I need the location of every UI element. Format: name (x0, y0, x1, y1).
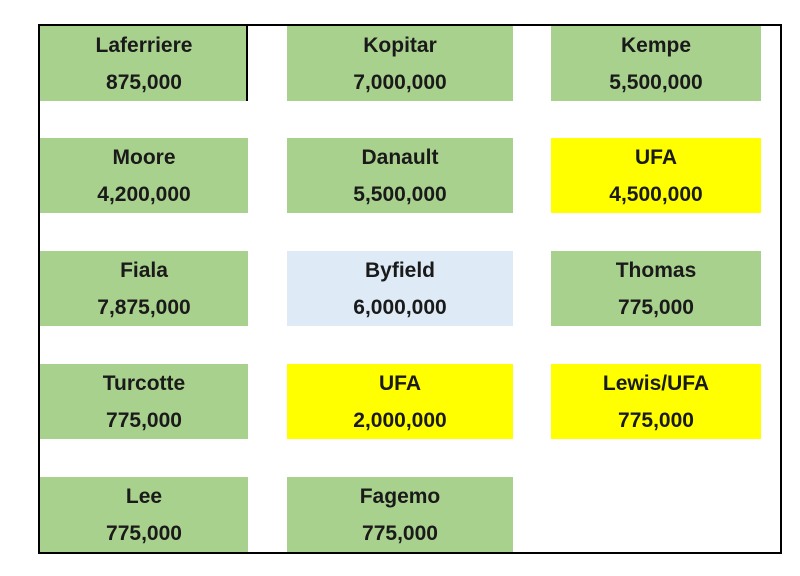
player-card: Moore 4,200,000 (40, 138, 248, 213)
player-card: Lewis/UFA 775,000 (551, 364, 761, 439)
player-card: Kopitar 7,000,000 (287, 26, 513, 101)
player-salary: 5,500,000 (353, 182, 447, 206)
player-name: Lee (125, 484, 163, 508)
player-card: Fiala 7,875,000 (40, 251, 248, 326)
player-salary: 4,200,000 (97, 182, 191, 206)
player-card: Danault 5,500,000 (287, 138, 513, 213)
player-name: Fagemo (359, 484, 441, 508)
player-card: Thomas 775,000 (551, 251, 761, 326)
player-salary: 7,000,000 (353, 70, 447, 94)
player-salary: 6,000,000 (353, 295, 447, 319)
player-card: Lee 775,000 (40, 477, 248, 552)
player-name: Moore (112, 145, 176, 169)
player-card: Laferriere 875,000 (40, 26, 248, 101)
player-salary: 4,500,000 (609, 182, 703, 206)
player-name: Kopitar (363, 33, 437, 57)
player-salary: 775,000 (618, 295, 694, 319)
player-card: UFA 2,000,000 (287, 364, 513, 439)
player-name: Danault (361, 145, 439, 169)
player-salary: 7,875,000 (97, 295, 191, 319)
player-name: UFA (379, 371, 421, 395)
player-name: Fiala (120, 258, 168, 282)
player-name: Byfield (364, 258, 435, 282)
cell-divider (246, 26, 248, 101)
player-salary: 775,000 (106, 521, 182, 545)
player-name: Kempe (620, 33, 692, 57)
player-name: Laferriere (95, 33, 193, 57)
player-salary: 5,500,000 (609, 70, 703, 94)
player-card: Fagemo 775,000 (287, 477, 513, 552)
player-card: Turcotte 775,000 (40, 364, 248, 439)
player-name: UFA (635, 145, 677, 169)
player-salary: 775,000 (618, 408, 694, 432)
player-salary: 875,000 (106, 70, 182, 94)
player-card: UFA 4,500,000 (551, 138, 761, 213)
player-salary: 2,000,000 (353, 408, 447, 432)
player-name: Turcotte (102, 371, 186, 395)
player-salary: 775,000 (362, 521, 438, 545)
player-card: Byfield 6,000,000 (287, 251, 513, 326)
player-name: Thomas (615, 258, 697, 282)
player-salary: 775,000 (106, 408, 182, 432)
player-name: Lewis/UFA (602, 371, 710, 395)
player-card: Kempe 5,500,000 (551, 26, 761, 101)
